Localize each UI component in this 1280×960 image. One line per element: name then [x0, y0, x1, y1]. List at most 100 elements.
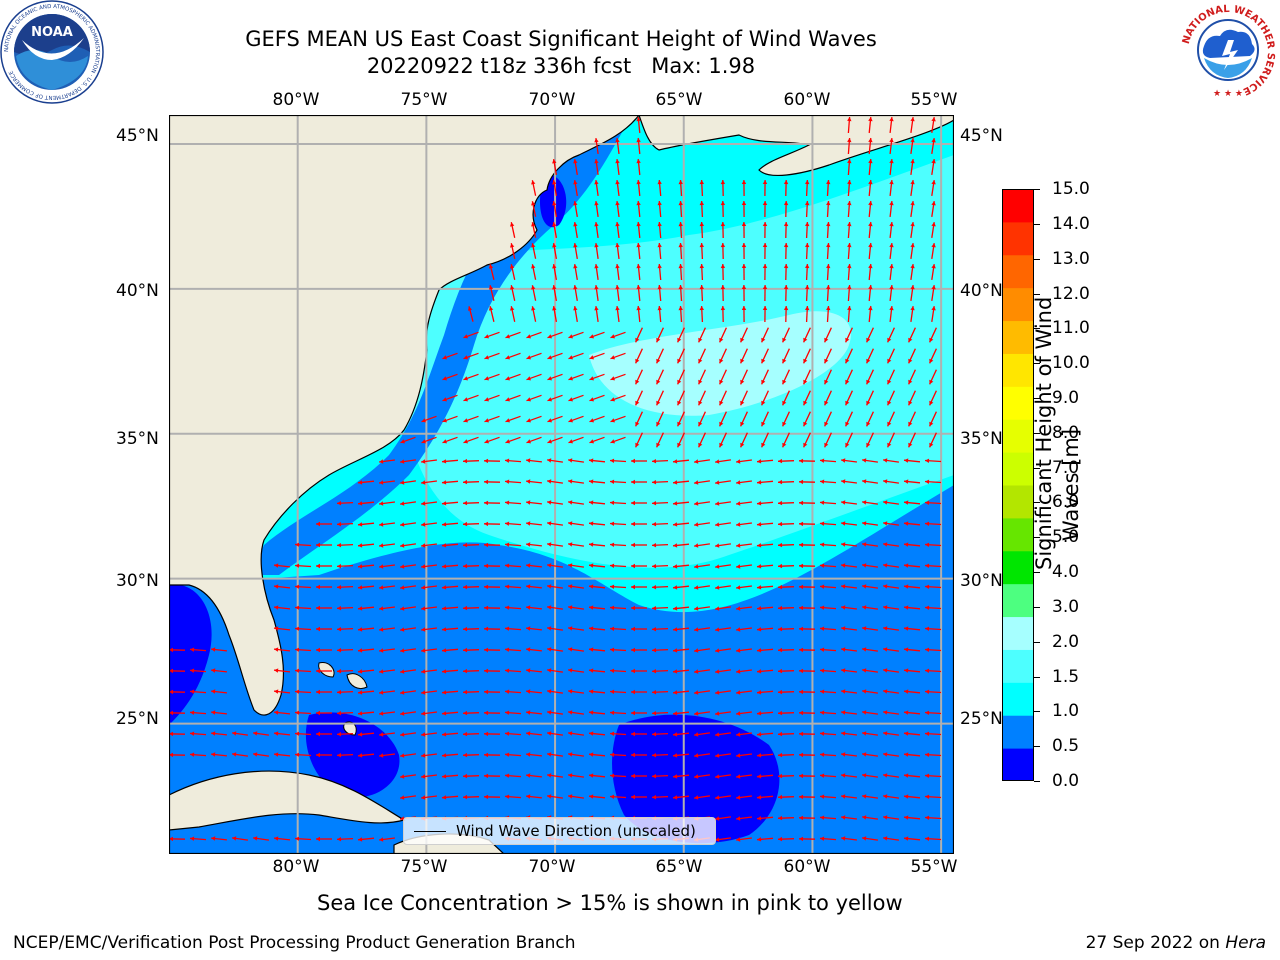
wave-arrow-head — [841, 626, 846, 631]
wave-arrow-head — [862, 521, 867, 526]
wave-arrow-head — [824, 379, 829, 385]
wave-arrow-head — [925, 794, 930, 799]
wave-arrow-head — [678, 306, 683, 311]
wave-arrow-head — [740, 421, 745, 427]
wave-arrow-head — [826, 180, 831, 185]
wave-arrow-head — [253, 731, 258, 736]
wave-arrow-head — [841, 794, 846, 799]
wave-arrow-head — [673, 480, 678, 485]
wave-arrow-head — [531, 201, 536, 206]
wave-arrow-head — [337, 837, 342, 842]
wave-arrow-head — [463, 689, 468, 695]
wave-arrow-head — [568, 542, 573, 547]
wave-arrow-head — [694, 774, 699, 779]
wave-arrow-head — [594, 222, 599, 227]
wave-arrow-head — [799, 458, 804, 464]
wave-arrow-head — [568, 479, 573, 484]
wave-arrow-head — [866, 358, 871, 364]
wave-arrow-head — [484, 752, 489, 758]
wave-arrow-head — [552, 159, 557, 164]
wave-arrow-head — [883, 605, 888, 610]
wave-arrow-head — [547, 500, 552, 505]
wave-arrow-head — [274, 626, 279, 631]
wave-arrow-head — [358, 711, 363, 716]
wave-arrow-head — [762, 285, 768, 289]
wave-arrow-head — [783, 306, 789, 311]
wave-arrow-head — [337, 711, 342, 716]
wave-arrow-head — [862, 773, 867, 778]
wave-arrow-head — [379, 711, 384, 716]
wave-arrow-head — [841, 521, 846, 526]
wave-arrow-head — [736, 837, 741, 842]
legend-line-swatch — [414, 831, 446, 832]
wave-arrow-head — [736, 606, 741, 611]
wave-arrow-head — [841, 584, 846, 589]
map-frame — [169, 115, 954, 854]
wave-arrow-head — [652, 753, 657, 758]
wave-arrow-head — [526, 752, 531, 757]
wave-arrow-head — [887, 358, 892, 364]
wave-direction-arrows — [169, 116, 942, 842]
wave-arrow-head — [610, 731, 615, 736]
wave-arrow-head — [211, 836, 216, 841]
wave-arrow-head — [295, 836, 300, 841]
wave-arrow-head — [799, 710, 804, 716]
wave-arrow-head — [463, 355, 468, 360]
wave-arrow-head — [316, 563, 320, 569]
wave-arrow-head — [631, 458, 635, 464]
wave-arrow-head — [274, 647, 279, 652]
wave-arrow-head — [910, 264, 915, 269]
wave-arrow-head — [400, 522, 405, 527]
wave-arrow-head — [841, 731, 846, 736]
wave-arrow-head — [442, 522, 447, 527]
wave-arrow-head — [805, 243, 810, 248]
wave-arrow-head — [677, 421, 682, 427]
wave-arrow-head — [868, 306, 873, 311]
wave-arrow-head — [615, 180, 620, 185]
wave-arrow-head — [652, 522, 657, 527]
wave-arrow-head — [484, 376, 489, 381]
wave-arrow-head — [547, 458, 552, 463]
wave-arrow-head — [636, 285, 641, 290]
wave-arrow-head — [862, 668, 867, 673]
wave-arrow-head — [337, 501, 342, 506]
wave-arrow-head — [699, 285, 704, 290]
wave-arrow-head — [358, 501, 363, 506]
wave-arrow-head — [463, 439, 468, 444]
wave-arrow-head — [657, 243, 662, 248]
lat-label-right: 30°N — [960, 571, 1003, 591]
colorbar-band — [1002, 649, 1034, 683]
wave-arrow-head — [820, 542, 825, 547]
wave-arrow-head — [862, 605, 867, 610]
wave-arrow-head — [887, 442, 892, 448]
wave-arrow-head — [699, 222, 704, 227]
wave-arrow-head — [169, 836, 173, 842]
wave-arrow-head — [232, 731, 237, 736]
wave-arrow-head — [778, 542, 783, 548]
wave-arrow-head — [573, 264, 578, 269]
wave-arrow-head — [820, 668, 825, 673]
wave-arrow-head — [526, 458, 531, 463]
lon-label-top: 70°W — [528, 90, 576, 110]
wave-arrow-head — [316, 605, 320, 611]
wave-arrow-head — [484, 542, 489, 548]
wave-arrow-head — [337, 669, 342, 674]
colorbar-tick-mark — [1034, 189, 1040, 190]
wave-arrow-head — [778, 689, 783, 695]
wave-arrow-head — [931, 222, 936, 227]
wave-arrow-head — [594, 285, 599, 290]
colorbar-tick-mark — [1034, 781, 1040, 782]
wave-arrow-head — [657, 222, 662, 227]
wave-arrow-head — [531, 243, 536, 248]
wave-arrow-head — [568, 376, 573, 381]
wave-arrow-head — [799, 689, 804, 695]
wave-arrow-head — [484, 418, 489, 423]
wave-arrow-head — [631, 773, 635, 779]
wave-arrow-head — [505, 458, 510, 463]
wave-arrow-head — [841, 647, 846, 652]
wave-arrow-head — [421, 543, 426, 548]
wave-arrow-head — [908, 442, 913, 448]
wave-arrow-head — [442, 564, 447, 569]
wave-arrow-head — [526, 626, 531, 631]
wave-arrow-head — [610, 794, 615, 799]
